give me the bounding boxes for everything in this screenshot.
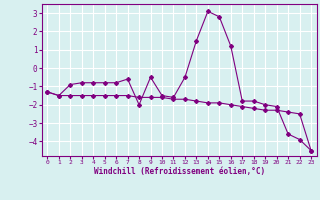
X-axis label: Windchill (Refroidissement éolien,°C): Windchill (Refroidissement éolien,°C) [94, 167, 265, 176]
